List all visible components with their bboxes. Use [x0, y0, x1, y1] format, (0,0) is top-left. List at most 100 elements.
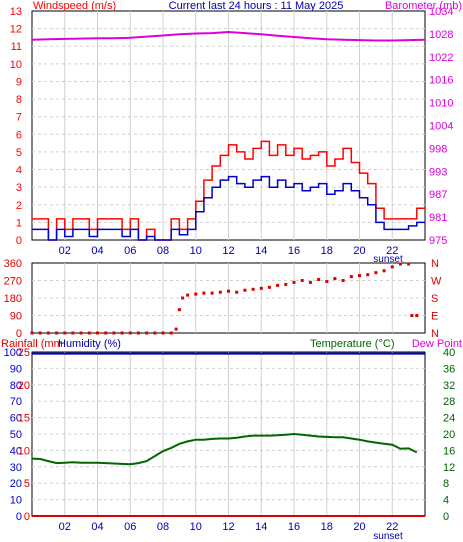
humidity-left-tick-0: 0	[16, 511, 22, 523]
temp-xtick-2: 06	[124, 521, 136, 533]
direction-point	[177, 308, 181, 312]
direction-point	[259, 286, 263, 290]
direction-point	[55, 331, 59, 335]
dir-right-tick-1: E	[431, 311, 438, 323]
wind-left-tick-0: 0	[16, 235, 22, 247]
humidity-left-tick-3: 30	[10, 462, 22, 474]
temp-right-tick-3: 12	[443, 462, 455, 474]
direction-point	[410, 314, 414, 317]
direction-point	[169, 331, 173, 335]
temp-right-tick-8: 32	[443, 380, 455, 392]
direction-point	[181, 296, 185, 300]
direction-point	[161, 331, 165, 335]
temp-xtick-5: 12	[222, 521, 234, 533]
direction-point	[136, 331, 140, 335]
temp-xtick-9: 20	[353, 521, 365, 533]
temp-xtick-10: 22	[386, 521, 398, 533]
direction-point	[63, 331, 67, 335]
dir-left-tick-1: 90	[10, 311, 22, 323]
temp-xtick-8: 18	[321, 521, 333, 533]
wind-xtick-10: 22	[386, 245, 398, 257]
wind-xtick-3: 08	[157, 245, 169, 257]
wind-left-tick-5: 5	[16, 147, 22, 159]
dir-right-tick-4: N	[431, 258, 439, 270]
wind-left-tick-8: 8	[16, 94, 22, 106]
wind-left-tick-11: 11	[11, 41, 22, 53]
humidity-left-tick-6: 60	[10, 413, 22, 425]
wind-xtick-9: 20	[353, 245, 365, 257]
direction-point	[349, 275, 353, 279]
baro-right-tick-5: 1004	[429, 121, 453, 133]
temp-right-tick-4: 16	[443, 445, 455, 457]
rainfall-title: Rainfall (mm	[1, 338, 63, 350]
windspeed-title: Windspeed (m/s)	[33, 0, 116, 12]
rain-left-tick-0: 0	[24, 511, 30, 523]
direction-point	[79, 331, 83, 335]
wind-left-tick-12: 12	[10, 24, 22, 36]
direction-point	[194, 292, 198, 296]
direction-point	[112, 331, 116, 335]
humidity-left-tick-10: 100	[4, 347, 22, 359]
wind-xtick-5: 12	[222, 245, 234, 257]
dir-right-tick-0: N	[431, 328, 439, 340]
wind-xtick-4: 10	[190, 245, 202, 257]
direction-point	[186, 293, 190, 297]
dir-right-tick-2: S	[431, 293, 438, 305]
direction-point	[390, 265, 394, 269]
direction-point	[333, 277, 337, 281]
direction-point	[366, 273, 370, 277]
direction-point	[153, 331, 157, 335]
temp-xtick-7: 16	[288, 521, 300, 533]
humidity-left-tick-5: 50	[10, 429, 22, 441]
direction-point	[71, 331, 75, 335]
dewpoint-title: Dew Point	[412, 338, 462, 350]
baro-right-tick-3: 993	[429, 166, 447, 178]
rain-left-tick-4: 20	[18, 380, 30, 392]
wind-left-tick-1: 1	[16, 217, 22, 229]
wind-left-tick-13: 13	[10, 6, 22, 18]
temp-right-tick-10: 40	[443, 347, 455, 359]
direction-point	[227, 289, 230, 293]
direction-point	[292, 280, 296, 284]
baro-right-tick-10: 1034	[429, 6, 453, 18]
direction-point	[128, 331, 132, 335]
direction-point	[398, 262, 402, 266]
wind-left-tick-4: 4	[16, 165, 22, 177]
rain-left-tick-2: 10	[18, 445, 30, 457]
humidity-title: Humidity (%)	[58, 338, 121, 350]
temp-right-tick-9: 36	[443, 363, 455, 375]
wind-xtick-6: 14	[255, 245, 267, 257]
direction-point	[284, 282, 288, 286]
dir-left-tick-2: 180	[4, 293, 22, 305]
direction-point	[218, 290, 222, 294]
direction-point	[325, 280, 329, 283]
baro-right-tick-0: 975	[429, 235, 447, 247]
dir-left-tick-3: 270	[4, 276, 22, 288]
gust-series-line	[32, 140, 425, 241]
sunset-label-bottom: sunset	[373, 531, 403, 542]
barometer-series-line	[31, 30, 426, 42]
direction-point	[202, 291, 206, 295]
wind-left-tick-3: 3	[16, 182, 22, 194]
direction-point	[96, 331, 99, 335]
temperature-title: Temperature (°C)	[310, 338, 394, 350]
direction-point	[415, 314, 419, 317]
temp-xtick-6: 14	[255, 521, 267, 533]
temp-xtick-4: 10	[190, 521, 202, 533]
dir-right-tick-3: W	[431, 276, 442, 288]
humidity-left-tick-2: 20	[10, 478, 22, 490]
baro-right-tick-9: 1028	[429, 29, 453, 41]
wind-xtick-2: 06	[124, 245, 136, 257]
dir-left-tick-0: 0	[16, 328, 22, 340]
temp-right-tick-2: 8	[443, 478, 449, 490]
direction-point	[382, 269, 386, 273]
direction-point	[358, 274, 361, 278]
temp-right-tick-1: 4	[443, 495, 449, 507]
temp-xtick-3: 08	[157, 521, 169, 533]
baro-right-tick-1: 981	[429, 212, 447, 224]
wind-xtick-7: 16	[288, 245, 300, 257]
direction-point	[374, 271, 378, 275]
direction-point	[87, 331, 91, 335]
direction-point	[251, 287, 255, 291]
